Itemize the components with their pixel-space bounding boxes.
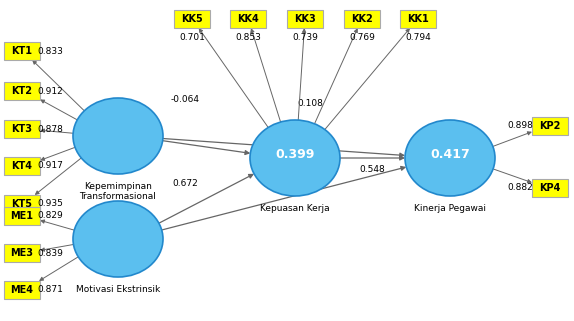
FancyBboxPatch shape <box>4 120 40 138</box>
FancyBboxPatch shape <box>400 10 436 28</box>
FancyBboxPatch shape <box>4 157 40 175</box>
FancyBboxPatch shape <box>230 10 266 28</box>
Text: Motivasi Ekstrinsik: Motivasi Ekstrinsik <box>76 285 160 294</box>
Ellipse shape <box>250 120 340 196</box>
FancyBboxPatch shape <box>4 82 40 100</box>
FancyBboxPatch shape <box>287 10 323 28</box>
Text: 0.917: 0.917 <box>37 161 63 170</box>
Text: 0.839: 0.839 <box>37 248 63 257</box>
Text: KK3: KK3 <box>294 14 316 24</box>
Text: 0.067: 0.067 <box>297 169 323 178</box>
Text: 0.417: 0.417 <box>430 148 470 160</box>
Text: KK4: KK4 <box>237 14 259 24</box>
Text: 0.108: 0.108 <box>297 99 323 108</box>
Text: KP2: KP2 <box>540 121 561 131</box>
FancyBboxPatch shape <box>4 195 40 213</box>
Text: 0.769: 0.769 <box>349 32 375 41</box>
Text: Kinerja Pegawai: Kinerja Pegawai <box>414 204 486 213</box>
FancyBboxPatch shape <box>4 42 40 60</box>
Text: 0.833: 0.833 <box>37 47 63 56</box>
Text: 0.399: 0.399 <box>276 148 315 160</box>
Ellipse shape <box>405 120 495 196</box>
FancyBboxPatch shape <box>344 10 380 28</box>
FancyBboxPatch shape <box>532 117 568 135</box>
Text: KT4: KT4 <box>11 161 33 171</box>
Text: 0.912: 0.912 <box>37 86 63 96</box>
Text: ME1: ME1 <box>10 211 33 221</box>
Text: 0.898: 0.898 <box>507 122 533 131</box>
Text: 0.853: 0.853 <box>235 32 261 41</box>
FancyBboxPatch shape <box>4 281 40 299</box>
Text: KT5: KT5 <box>11 199 33 209</box>
Text: 0.739: 0.739 <box>292 32 318 41</box>
Ellipse shape <box>73 201 163 277</box>
FancyBboxPatch shape <box>532 179 568 197</box>
FancyBboxPatch shape <box>174 10 210 28</box>
Text: KK2: KK2 <box>351 14 373 24</box>
Text: 0.672: 0.672 <box>172 178 198 187</box>
Text: 0.871: 0.871 <box>37 285 63 294</box>
Text: ME3: ME3 <box>10 248 33 258</box>
Text: 0.882: 0.882 <box>507 184 533 193</box>
Text: ME4: ME4 <box>10 285 33 295</box>
Text: 0.935: 0.935 <box>37 199 63 209</box>
Text: KP4: KP4 <box>540 183 561 193</box>
Text: KT3: KT3 <box>11 124 33 134</box>
Text: KK1: KK1 <box>407 14 429 24</box>
Text: 0.878: 0.878 <box>37 125 63 134</box>
Text: -0.064: -0.064 <box>170 94 200 103</box>
Text: 0.794: 0.794 <box>405 32 431 41</box>
Text: Kepuasan Kerja: Kepuasan Kerja <box>260 204 330 213</box>
Text: KT2: KT2 <box>11 86 33 96</box>
FancyBboxPatch shape <box>4 244 40 262</box>
Text: 0.829: 0.829 <box>37 212 63 221</box>
FancyBboxPatch shape <box>4 207 40 225</box>
Text: KT1: KT1 <box>11 46 33 56</box>
Text: Kepemimpinan
Transformasional: Kepemimpinan Transformasional <box>80 182 157 201</box>
Text: 0.548: 0.548 <box>359 164 385 173</box>
Text: KK5: KK5 <box>181 14 203 24</box>
Text: 0.701: 0.701 <box>179 32 205 41</box>
Ellipse shape <box>73 98 163 174</box>
